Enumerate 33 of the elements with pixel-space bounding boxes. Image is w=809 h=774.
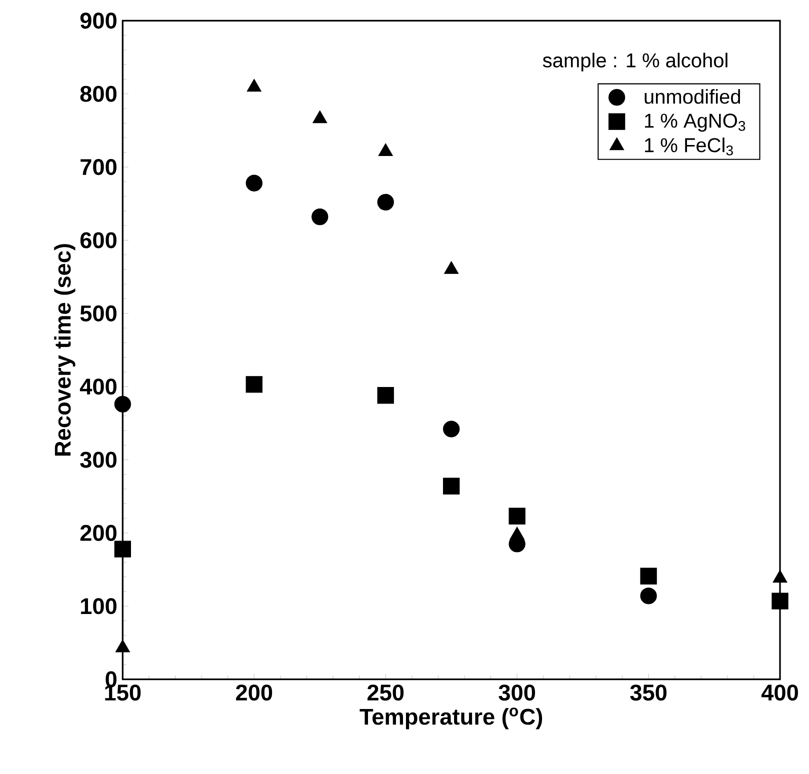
point (443, 478, 460, 494)
y-tick-label: 600 (80, 232, 116, 248)
legend-label: 1 % AgNO$_{3}$ (645, 114, 746, 132)
y-tick-label: 300 (80, 452, 116, 468)
y-tick-label: 200 (80, 524, 116, 541)
point (772, 592, 788, 610)
point (640, 588, 657, 604)
point (114, 396, 131, 412)
point (377, 194, 394, 211)
y-tick-label: 100 (81, 598, 116, 614)
y-tick-label: 400 (80, 378, 116, 395)
x-tick-label: 250 (367, 684, 404, 701)
x-tick-label: 400 (761, 684, 798, 701)
y-tick-label: 700 (80, 159, 116, 176)
y-tick-label: 800 (80, 86, 116, 102)
x-tick-label: 350 (630, 684, 667, 701)
point (312, 208, 328, 226)
point (508, 508, 526, 524)
point (377, 387, 394, 404)
legend-label: 1 % FeCl$_{3}$ (645, 138, 733, 156)
point (114, 540, 131, 558)
y-tick-label: 900 (80, 12, 116, 29)
point (640, 568, 657, 584)
x-tick-label: 200 (236, 684, 272, 701)
point (443, 420, 460, 438)
legend-label: unmodified (644, 89, 740, 104)
point (246, 376, 262, 393)
y-axis-title: Recovery time (sec) (54, 244, 76, 456)
point (246, 174, 262, 192)
x-tick-label: 300 (498, 684, 536, 701)
legend-title: sample : 1 % alcohol (542, 52, 728, 72)
x-axis-title: Temperature ($^{o}$C) (360, 708, 542, 730)
y-tick-label: 500 (80, 305, 116, 322)
